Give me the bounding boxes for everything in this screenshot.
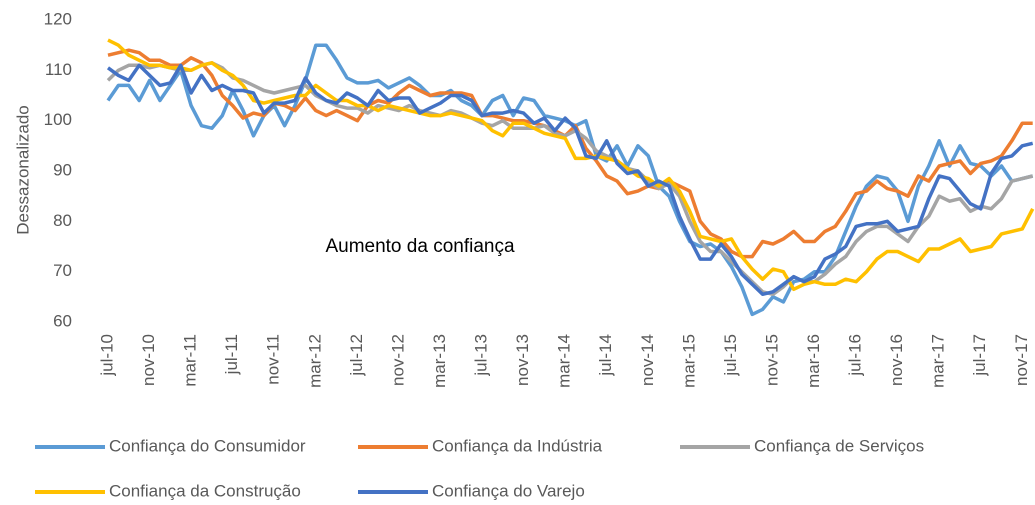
y-tick-label: 90 [53,160,72,179]
legend-label: Confiança da Indústria [432,436,603,455]
legend-label: Confiança do Consumidor [109,436,306,455]
x-tick-label: nov-10 [139,334,158,386]
x-tick-label: mar-13 [430,334,449,388]
x-tick-label: nov-12 [388,334,407,386]
x-tick-label: mar-11 [181,334,200,387]
y-tick-label: 70 [53,261,72,280]
x-tick-label: jul-17 [970,334,989,377]
x-tick-label: jul-11 [222,334,241,375]
annotation: Aumento da confiança [325,236,515,257]
x-tick-label: mar-14 [555,334,574,388]
series-line [106,43,1034,317]
y-tick-label: 100 [44,110,72,129]
x-tick-label: nov-17 [1012,334,1031,386]
series-line [107,38,1035,292]
legend-label: Confiança do Varejo [432,481,585,500]
x-tick-label: jul-16 [846,334,865,377]
x-tick-label: jul-12 [347,334,366,377]
x-tick-label: mar-12 [305,334,324,388]
y-tick-label: 110 [45,60,72,79]
x-tick-label: jul-10 [97,334,116,377]
y-tick-label: 60 [53,311,72,330]
x-tick-label: nov-16 [887,334,906,386]
series-line [107,48,1033,259]
x-tick-label: nov-15 [762,334,781,386]
y-tick-label: 80 [53,211,72,230]
x-tick-label: mar-17 [929,334,948,388]
x-tick-label: nov-13 [513,334,532,386]
series-line [106,61,1034,297]
series-line [106,63,1034,297]
legend-label: Confiança de Serviços [754,436,924,455]
x-tick-label: jul-13 [472,334,491,377]
x-tick-label: mar-15 [679,334,698,388]
x-tick-label: nov-11 [264,334,283,385]
x-tick-label: nov-14 [638,334,657,386]
legend-label: Confiança da Construção [109,481,301,500]
x-tick-label: mar-16 [804,334,823,388]
x-tick-label: jul-15 [721,334,740,377]
x-tick-label: jul-14 [596,334,615,377]
y-tick-label: 120 [44,9,72,28]
y-axis-label: Dessazonalizado [13,105,32,234]
